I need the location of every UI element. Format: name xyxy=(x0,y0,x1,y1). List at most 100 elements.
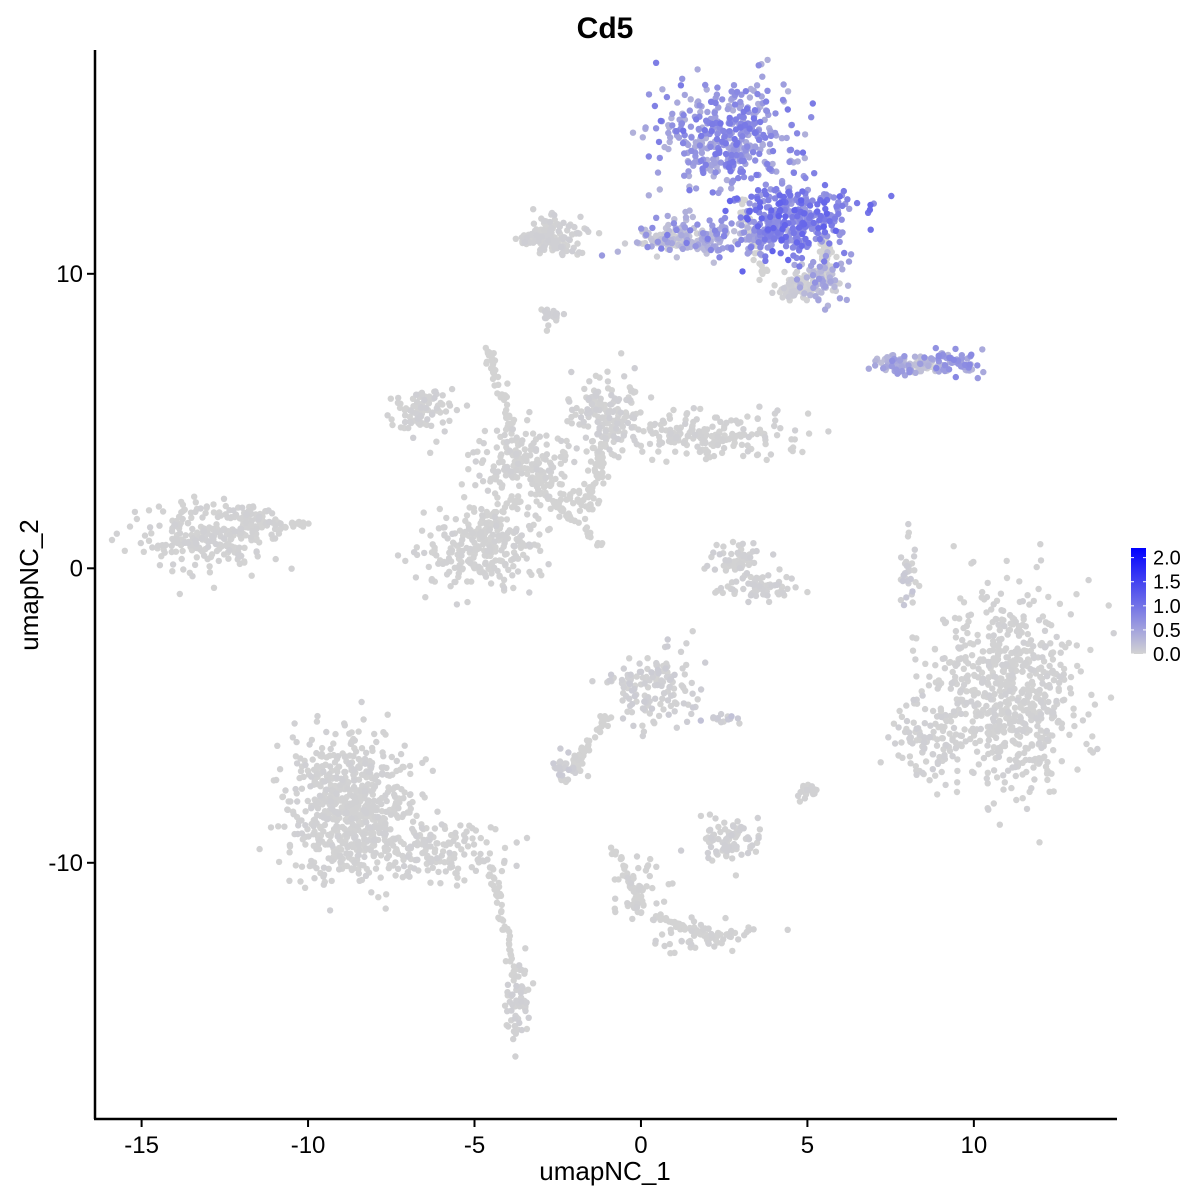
data-point xyxy=(669,880,676,887)
data-point xyxy=(523,555,530,562)
data-point xyxy=(541,314,549,322)
data-point xyxy=(966,361,973,368)
data-point xyxy=(494,390,501,397)
data-point xyxy=(146,524,154,531)
data-point xyxy=(683,411,690,418)
data-point xyxy=(702,455,710,463)
data-point xyxy=(1055,717,1062,725)
data-point xyxy=(644,655,651,662)
data-point xyxy=(286,877,293,884)
data-point xyxy=(952,745,959,752)
data-point xyxy=(951,614,959,622)
data-point xyxy=(148,530,155,537)
data-point xyxy=(363,819,370,826)
data-point xyxy=(688,914,695,921)
data-point xyxy=(909,634,916,641)
data-point xyxy=(990,706,998,714)
data-point xyxy=(1046,684,1054,691)
data-point xyxy=(543,327,551,334)
data-point xyxy=(962,710,969,718)
data-point xyxy=(433,552,440,559)
data-point xyxy=(346,730,353,737)
data-point xyxy=(754,814,761,822)
data-point xyxy=(292,785,299,793)
data-point xyxy=(604,368,611,375)
data-point xyxy=(226,546,233,554)
data-point xyxy=(323,728,330,736)
data-point xyxy=(998,675,1005,682)
data-point xyxy=(145,507,153,514)
data-point xyxy=(372,849,379,857)
data-point xyxy=(992,734,1000,742)
data-point xyxy=(750,559,758,567)
data-point xyxy=(374,824,381,831)
data-point xyxy=(121,547,128,554)
data-point xyxy=(768,582,775,589)
data-point xyxy=(530,439,537,447)
data-point xyxy=(711,159,719,167)
data-point xyxy=(302,761,309,769)
data-point xyxy=(506,447,513,454)
data-point xyxy=(653,253,661,260)
data-point xyxy=(511,543,518,550)
data-point xyxy=(711,943,718,950)
data-point xyxy=(994,652,1002,659)
data-point xyxy=(606,446,613,453)
data-point xyxy=(587,529,594,536)
data-point xyxy=(300,773,307,781)
data-point xyxy=(469,835,476,842)
data-point xyxy=(972,739,979,747)
data-point xyxy=(804,410,812,417)
data-point xyxy=(484,547,491,554)
data-point xyxy=(1001,622,1008,630)
data-point xyxy=(995,753,1003,761)
data-point xyxy=(487,580,495,587)
data-point xyxy=(1022,744,1029,752)
data-point xyxy=(1020,698,1028,706)
data-point xyxy=(682,208,689,216)
data-point xyxy=(697,812,705,820)
data-point xyxy=(991,690,998,698)
data-point xyxy=(461,877,468,884)
data-point xyxy=(801,795,809,802)
data-point xyxy=(468,578,475,585)
data-point xyxy=(619,872,626,879)
data-point xyxy=(204,543,212,551)
data-point xyxy=(910,696,917,704)
data-point xyxy=(669,122,676,129)
data-point xyxy=(431,825,439,832)
data-point xyxy=(382,905,389,912)
data-point xyxy=(514,505,521,513)
data-point xyxy=(1001,779,1008,786)
data-point xyxy=(194,529,201,536)
data-point xyxy=(453,882,461,889)
data-point xyxy=(681,91,688,99)
data-point xyxy=(831,283,838,291)
data-point xyxy=(189,573,196,580)
data-point xyxy=(506,946,513,953)
data-point xyxy=(595,448,602,455)
data-point xyxy=(313,762,321,770)
data-point xyxy=(921,720,928,727)
data-point xyxy=(720,444,728,452)
data-point xyxy=(714,441,721,449)
data-point xyxy=(1067,690,1075,697)
data-point xyxy=(739,575,746,582)
data-point xyxy=(916,582,923,590)
data-point xyxy=(392,859,399,866)
data-point xyxy=(1045,593,1052,601)
data-point xyxy=(900,601,908,609)
data-point xyxy=(946,730,953,737)
data-point xyxy=(576,507,584,514)
data-point xyxy=(1058,641,1066,648)
data-point xyxy=(551,454,558,461)
data-point xyxy=(383,855,391,862)
data-point xyxy=(140,548,147,555)
data-point xyxy=(191,493,198,500)
data-point xyxy=(282,787,289,794)
data-point xyxy=(1105,602,1112,609)
data-point xyxy=(501,1002,509,1009)
data-point xyxy=(182,532,189,539)
data-point xyxy=(595,497,603,505)
